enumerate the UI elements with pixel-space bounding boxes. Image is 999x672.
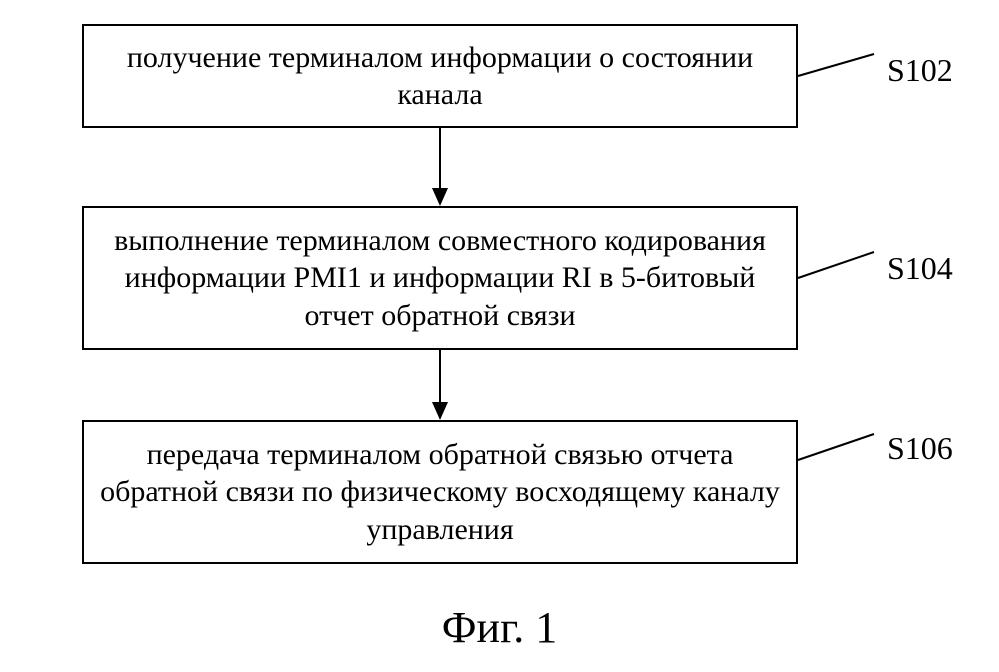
figure-caption: Фиг. 1	[0, 602, 999, 653]
flow-step-s104: выполнение терминалом совместного кодиро…	[82, 206, 798, 350]
flow-step-s102-text: получение терминалом информации о состоя…	[96, 39, 784, 114]
flow-step-s106-label: S106	[887, 430, 953, 467]
flowchart-canvas: получение терминалом информации о состоя…	[0, 0, 999, 672]
flow-step-s102: получение терминалом информации о состоя…	[82, 24, 798, 128]
flow-step-s104-label: S104	[887, 250, 953, 287]
flow-step-s104-text: выполнение терминалом совместного кодиро…	[96, 222, 784, 335]
flow-step-s102-label: S102	[887, 52, 953, 89]
label-connectors	[798, 54, 874, 460]
flow-step-s106: передача терминалом обратной связью отче…	[82, 420, 798, 564]
flow-step-s106-text: передача терминалом обратной связью отче…	[96, 436, 784, 549]
